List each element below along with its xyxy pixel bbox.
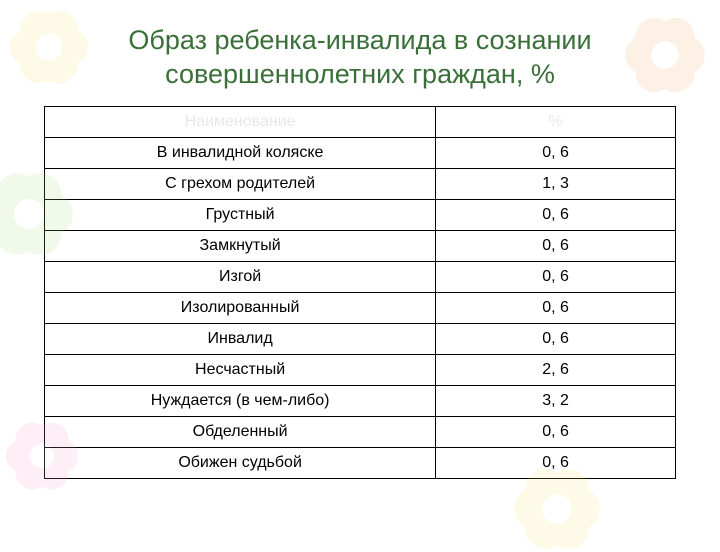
table-row: Изгой0, 6 [45,261,676,292]
cell-value: 0, 6 [436,416,676,447]
cell-name: Грустный [45,199,436,230]
cell-name: С грехом родителей [45,168,436,199]
title-line1: Образ ребенка-инвалида в сознании [128,25,591,55]
table-row: Инвалид0, 6 [45,323,676,354]
flower-icon [6,420,78,492]
cell-name: Обделенный [45,416,436,447]
cell-name: Нуждается (в чем-либо) [45,385,436,416]
cell-name: Изолированный [45,292,436,323]
cell-name: Обижен судьбой [45,447,436,478]
table-row: Грустный0, 6 [45,199,676,230]
column-header-value: % [436,106,676,137]
cell-name: В инвалидной коляске [45,137,436,168]
cell-value: 0, 6 [436,323,676,354]
flower-icon [514,466,600,552]
table-row: С грехом родителей1, 3 [45,168,676,199]
cell-value: 0, 6 [436,137,676,168]
flower-icon [10,8,88,86]
column-header-name: Наименование [45,106,436,137]
table-header-row: Наименование % [45,106,676,137]
flower-icon [0,170,73,258]
flower-icon [625,15,705,95]
cell-name: Замкнутый [45,230,436,261]
cell-value: 1, 3 [436,168,676,199]
cell-value: 0, 6 [436,230,676,261]
cell-value: 0, 6 [436,199,676,230]
cell-name: Инвалид [45,323,436,354]
cell-name: Изгой [45,261,436,292]
cell-name: Несчастный [45,354,436,385]
table-row: В инвалидной коляске0, 6 [45,137,676,168]
cell-value: 3, 2 [436,385,676,416]
page-title: Образ ребенка-инвалида в сознании соверш… [0,0,720,106]
table-row: Замкнутый0, 6 [45,230,676,261]
title-line2: совершеннолетних граждан, % [165,59,555,89]
cell-value: 0, 6 [436,292,676,323]
data-table: Наименование % В инвалидной коляске0, 6С… [44,106,676,479]
cell-value: 0, 6 [436,261,676,292]
table-row: Изолированный0, 6 [45,292,676,323]
table-row: Обделенный0, 6 [45,416,676,447]
table-row: Несчастный2, 6 [45,354,676,385]
table-row: Нуждается (в чем-либо)3, 2 [45,385,676,416]
cell-value: 2, 6 [436,354,676,385]
